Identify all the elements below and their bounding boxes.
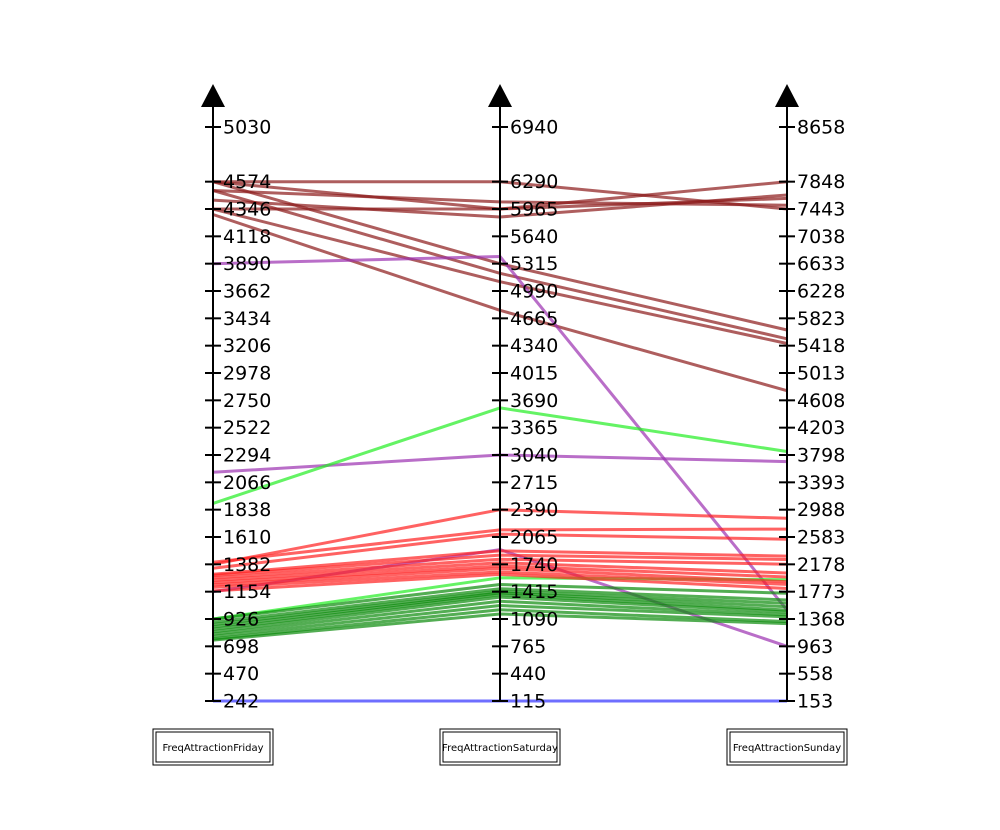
axis-label-box-inner [442, 731, 558, 763]
tick-label: 2178 [797, 554, 845, 576]
tick-label: 1415 [510, 581, 558, 603]
tick-label: 2522 [223, 417, 271, 439]
tick-label: 7038 [797, 226, 845, 248]
axis-label-box-inner [729, 731, 845, 763]
tick-label: 963 [797, 636, 833, 658]
axis-FreqAttractionFriday: 242 470 698 926 1154 1382 1610 1838 2066 2294 2522… [152, 84, 274, 766]
tick-label: 470 [223, 663, 259, 685]
tick-label: 4015 [510, 363, 558, 385]
axis-arrow-icon [775, 84, 799, 107]
tick-label: 5823 [797, 308, 845, 330]
axis-label-box-inner [155, 731, 271, 763]
tick-label: 2988 [797, 499, 845, 521]
tick-label: 6633 [797, 253, 845, 275]
tick-label: 6290 [510, 171, 558, 193]
axis-name-label: FreqAttractionSunday [733, 743, 841, 754]
tick-label: 1610 [223, 527, 271, 549]
tick-label: 4574 [223, 171, 271, 193]
tick-label: 4665 [510, 308, 558, 330]
tick-label: 2294 [223, 445, 271, 467]
tick-label: 1740 [510, 554, 558, 576]
tick-label: 7443 [797, 199, 845, 221]
tick-label: 2715 [510, 472, 558, 494]
tick-label: 5965 [510, 199, 558, 221]
tick-label: 5013 [797, 363, 845, 385]
tick-label: 3662 [223, 281, 271, 303]
tick-label: 6940 [510, 117, 558, 139]
tick-label: 2583 [797, 527, 845, 549]
tick-label: 153 [797, 691, 833, 713]
tick-label: 3890 [223, 253, 271, 275]
tick-label: 5640 [510, 226, 558, 248]
tick-label: 3040 [510, 445, 558, 467]
axis-arrow-icon [488, 84, 512, 107]
tick-label: 2066 [223, 472, 271, 494]
tick-label: 440 [510, 663, 546, 685]
tick-label: 2390 [510, 499, 558, 521]
tick-label: 8658 [797, 117, 845, 139]
tick-label: 698 [223, 636, 259, 658]
axis-arrow-icon [201, 84, 225, 107]
tick-label: 6228 [797, 281, 845, 303]
tick-label: 1382 [223, 554, 271, 576]
axis-label-box [152, 728, 274, 766]
tick-label: 4608 [797, 390, 845, 412]
tick-label: 5030 [223, 117, 271, 139]
tick-label: 1838 [223, 499, 271, 521]
tick-label: 2750 [223, 390, 271, 412]
tick-label: 3434 [223, 308, 271, 330]
tick-label: 4118 [223, 226, 271, 248]
tick-label: 5418 [797, 335, 845, 357]
tick-label: 765 [510, 636, 546, 658]
axis-label-box [726, 728, 848, 766]
tick-label: 3393 [797, 472, 845, 494]
tick-label: 1154 [223, 581, 271, 603]
axis-FreqAttractionSaturday: 115 440 765 1090 1415 1740 2065 2390 2715 3040 336… [439, 84, 561, 766]
tick-label: 4346 [223, 199, 271, 221]
axis-FreqAttractionSunday: 153 558 963 1368 1773 2178 2583 2988 3393 3798 420… [726, 84, 848, 766]
tick-label: 3798 [797, 445, 845, 467]
tick-label: 1773 [797, 581, 845, 603]
tick-label: 926 [223, 609, 259, 631]
tick-label: 5315 [510, 253, 558, 275]
tick-label: 4340 [510, 335, 558, 357]
tick-label: 4203 [797, 417, 845, 439]
tick-label: 1090 [510, 609, 558, 631]
tick-label: 3690 [510, 390, 558, 412]
axis-name-label: FreqAttractionFriday [162, 743, 263, 754]
axes: 242 470 698 926 1154 1382 1610 1838 2066 2294 2522… [152, 84, 848, 766]
axis-label-box [439, 728, 561, 766]
tick-label: 2978 [223, 363, 271, 385]
tick-label: 3206 [223, 335, 271, 357]
tick-label: 2065 [510, 527, 558, 549]
tick-label: 558 [797, 663, 833, 685]
tick-label: 3365 [510, 417, 558, 439]
tick-label: 242 [223, 691, 259, 713]
axis-name-label: FreqAttractionSaturday [442, 743, 558, 754]
tick-label: 7848 [797, 171, 845, 193]
tick-label: 1368 [797, 609, 845, 631]
tick-label: 4990 [510, 281, 558, 303]
tick-label: 115 [510, 691, 546, 713]
